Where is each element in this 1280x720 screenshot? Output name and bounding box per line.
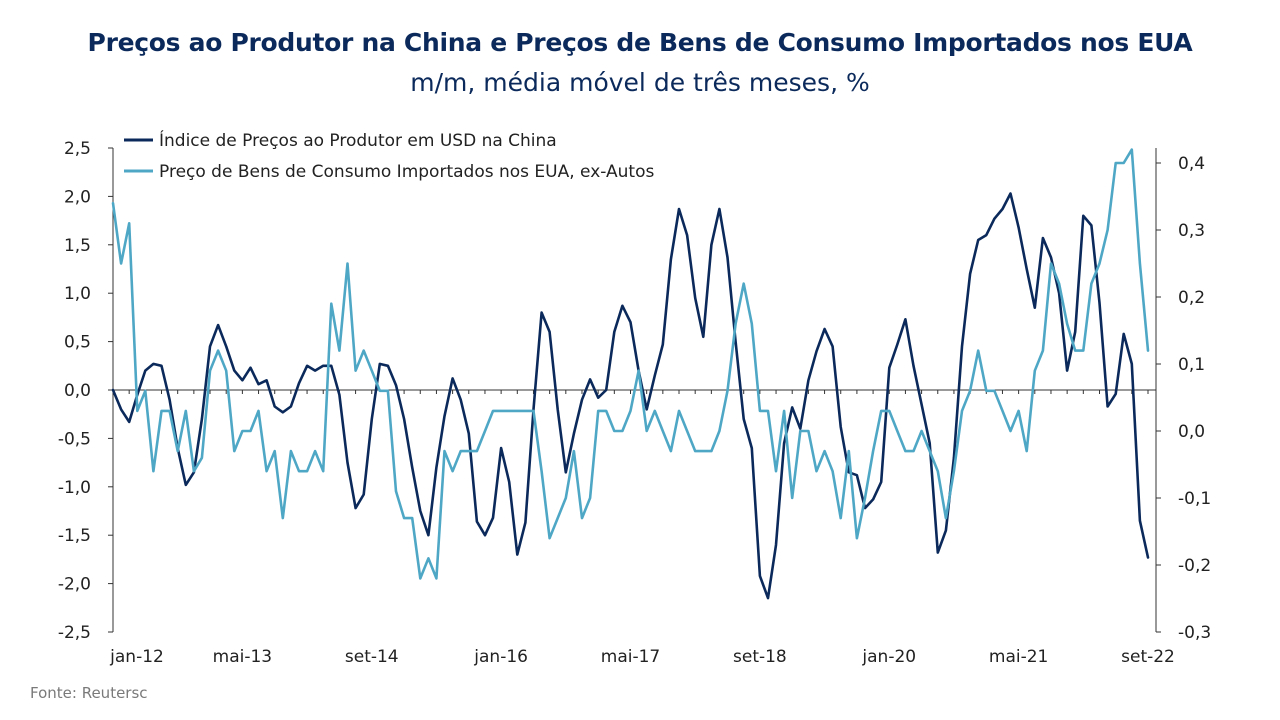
left-tick-label: 1,0 [64,284,91,304]
legend-label: Preço de Bens de Consumo Importados nos … [159,162,654,182]
left-tick-label: 0,0 [64,381,91,401]
chart-subtitle: m/m, média móvel de três meses, % [410,68,870,97]
right-tick-label: -0,1 [1178,489,1211,509]
left-tick-label: 2,0 [64,187,91,207]
left-tick-label: -0,5 [58,429,91,449]
line-chart: 2,5 2,0 1,5 1,0 0,5 0,0 -0,5 -1,0 -1,5 -2,0 -2,5 0,… [58,129,1211,667]
legend-label: Índice de Preços ao Produtor em USD na C… [159,129,557,151]
right-tick-label: 0,1 [1178,355,1205,375]
x-tick-label: mai-21 [989,647,1048,667]
right-tick-label: 0,0 [1178,422,1205,442]
x-tick-label: mai-17 [601,647,660,667]
right-tick-label: 0,2 [1178,288,1205,308]
right-tick-label: 0,4 [1178,154,1205,174]
source-note: Fonte: Reutersc [30,684,148,702]
right-tick-label: -0,2 [1178,556,1211,576]
right-tick-label: 0,3 [1178,221,1205,241]
left-tick-label: -2,0 [58,575,91,595]
chart-title: Preços ao Produtor na China e Preços de … [87,28,1193,57]
x-tick-label: jan-16 [473,647,528,667]
x-tick-label: set-14 [345,647,399,667]
left-tick-label: 1,5 [64,236,91,256]
left-tick-label: -1,0 [58,478,91,498]
x-tick-label: set-22 [1121,647,1175,667]
series-line-us-import-prices [111,148,1150,580]
left-tick-label: -2,5 [58,623,91,643]
x-tick-label: jan-12 [109,647,164,667]
left-tick-label: -1,5 [58,526,91,546]
x-tick-label: mai-13 [213,647,272,667]
left-tick-label: 0,5 [64,333,91,353]
right-tick-label: -0,3 [1178,623,1211,643]
series-line-china-ppi [111,192,1150,600]
x-tick-label: set-18 [733,647,787,667]
left-tick-label: 2,5 [64,139,91,159]
x-tick-label: jan-20 [861,647,916,667]
